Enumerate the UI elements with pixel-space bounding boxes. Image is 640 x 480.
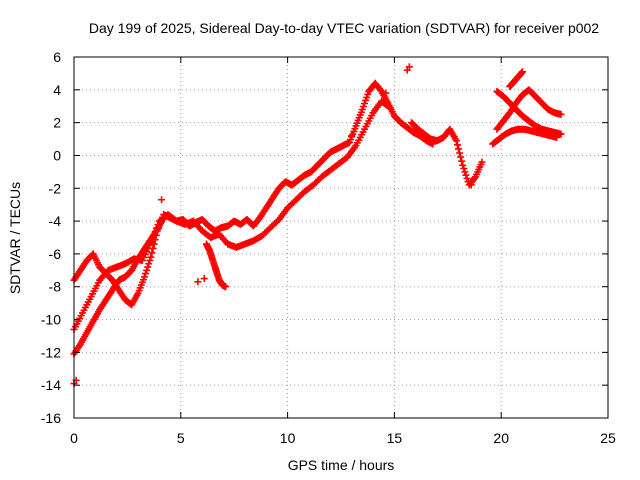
y-tick-label: -16 (41, 410, 61, 426)
x-tick-label: 15 (387, 430, 403, 446)
plot-frame (73, 56, 609, 419)
series-track-b (70, 97, 394, 333)
y-tick-label: -10 (41, 312, 61, 328)
data-point (385, 103, 393, 111)
y-tick-label: 4 (53, 82, 61, 98)
data-point (460, 165, 468, 173)
series-track-e (407, 119, 486, 189)
y-tick-label: -14 (41, 377, 61, 393)
data-point (557, 130, 565, 138)
series-track-d (202, 240, 230, 291)
x-tick-label: 5 (177, 430, 185, 446)
y-tick-label: -8 (49, 279, 62, 295)
data-point (348, 132, 356, 140)
series-isolated (70, 63, 475, 388)
data-point (452, 137, 460, 145)
x-tick-label: 10 (280, 430, 296, 446)
data-point (471, 174, 478, 182)
y-tick-label: 0 (53, 147, 61, 163)
data-point (453, 141, 461, 149)
data-point (222, 283, 230, 291)
data-marks (70, 63, 565, 388)
y-tick-label: -4 (49, 213, 62, 229)
y-tick-label: -6 (49, 246, 62, 262)
y-tick-label: 6 (53, 49, 61, 65)
data-point (461, 168, 469, 176)
chart-title: Day 199 of 2025, Sidereal Day-to-day VTE… (89, 20, 599, 36)
x-tick-label: 20 (493, 430, 509, 446)
data-point (463, 174, 471, 182)
data-point (478, 158, 486, 166)
series-track-g (493, 86, 565, 133)
data-point (382, 89, 390, 97)
data-point (146, 256, 154, 264)
data-point (459, 161, 467, 169)
data-point (462, 171, 470, 179)
data-point (158, 196, 166, 204)
data-point (143, 266, 151, 274)
data-point (145, 260, 153, 268)
y-tick-label: -12 (41, 344, 61, 360)
data-point (142, 270, 150, 278)
x-tick-label: 25 (600, 430, 616, 446)
data-point (519, 68, 527, 76)
data-point (147, 253, 155, 261)
x-axis-label: GPS time / hours (288, 457, 395, 473)
x-tick-label: 0 (70, 430, 78, 446)
data-point (405, 63, 413, 71)
x-ticks: 0 5 10 15 20 25 (70, 57, 616, 446)
series-track-i (506, 68, 527, 91)
y-axis-label: SDTVAR / TECUs (7, 182, 23, 294)
series-track-h (493, 87, 565, 138)
y-tick-label: 2 (53, 115, 61, 131)
data-point (467, 181, 475, 189)
data-point (557, 110, 565, 118)
series-track-c (70, 214, 168, 358)
data-point (457, 153, 465, 161)
data-point (144, 263, 152, 271)
data-point (160, 214, 168, 222)
data-point (454, 145, 462, 153)
data-point (194, 278, 202, 286)
data-point (386, 104, 394, 112)
data-point (140, 273, 148, 281)
data-point (456, 149, 464, 157)
y-tick-label: -2 (49, 180, 62, 196)
data-point (458, 157, 466, 165)
data-point (200, 275, 208, 283)
data-point (148, 249, 156, 257)
y-ticks: 6 4 2 0 -2 -4 -6 -8 -10 -12 -14 -16 (41, 49, 608, 426)
